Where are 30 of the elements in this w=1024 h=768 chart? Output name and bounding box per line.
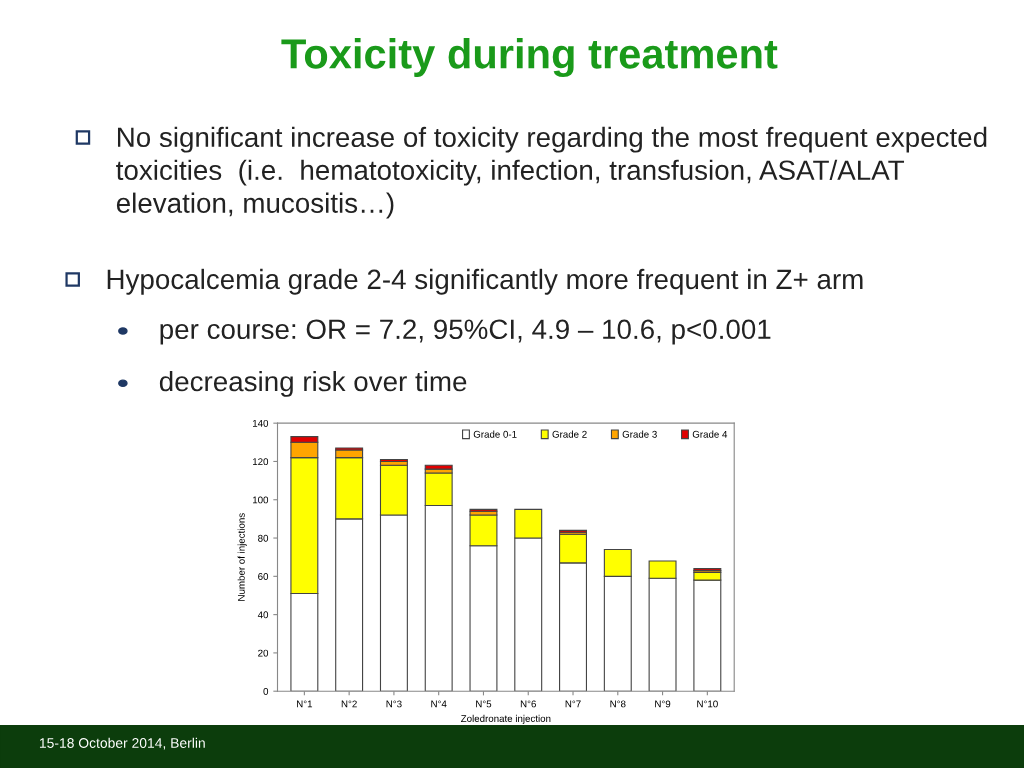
x-tick-label: N°9 [655, 700, 671, 708]
y-axis-title: Number of injections [237, 513, 247, 601]
text: No significant increase of toxicity regarding the most frequent expected toxicities (i.e. hematotoxicity, infection, transfusion, ASAT/ALAT elevation, mucositis…) [116, 126, 987, 219]
x-tick-label: N°5 [476, 700, 492, 708]
x-tick-label: N°1 [297, 700, 313, 708]
y-tick-label: 120 [253, 458, 269, 466]
x-axis-title: Zoledronate injection [461, 714, 551, 724]
x-tick-label: N°7 [565, 700, 581, 708]
y-tick-label: 20 [258, 649, 269, 657]
chart-title: Toxicity during treatment [281, 38, 778, 78]
y-tick-label: 60 [258, 573, 269, 580]
legend-label: Grade 3 [622, 430, 657, 438]
y-tick-label: 140 [253, 419, 269, 427]
y-tick-label: 40 [257, 611, 269, 619]
legend-label: Grade 2 [552, 430, 587, 438]
text: Hypocalcemia grade 2-4 significantly more frequent in Z+ arm [107, 268, 863, 295]
legend-label: Grade 4 [692, 430, 728, 438]
text: per course: OR = 7.2, 95%CI, 4.9 – 10.6, p<0.001 [160, 319, 771, 345]
x-tick-label: N°10 [697, 700, 718, 708]
y-tick-label: 0 [263, 687, 269, 695]
text: decreasing risk over time [159, 370, 467, 397]
x-tick-label: N°2 [341, 700, 357, 708]
y-tick-label: 100 [253, 496, 269, 504]
x-tick-label: N°6 [520, 700, 536, 708]
x-tick-label: N°8 [610, 700, 626, 708]
y-tick-label: 80 [258, 534, 269, 542]
x-tick-label: N°3 [386, 700, 402, 708]
x-tick-label: N°4 [431, 700, 447, 708]
text: 15-18 October 2014, Berlin [39, 737, 205, 750]
legend-label: Grade 0-1 [473, 430, 517, 438]
